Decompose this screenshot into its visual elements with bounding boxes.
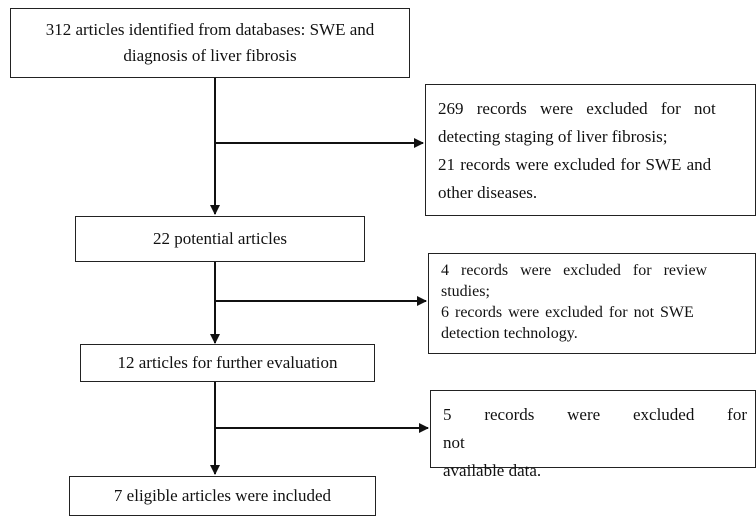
step-line: diagnosis of liver fibrosis (123, 46, 297, 65)
exclusion-line: 4 records were excluded for review (441, 262, 708, 279)
exclusion-line: studies; (441, 283, 490, 300)
exclusion-box-3: 5 records were excluded for not availabl… (430, 390, 756, 480)
exclusion-line: 5 records were excluded for not (443, 405, 747, 452)
step-text: 312 articles identified from databases: … (46, 17, 375, 69)
step-line: 7 eligible articles were included (113, 486, 332, 505)
exclusion-line: other diseases. (438, 183, 538, 202)
exclusion-line: 269 records were excluded for not (438, 99, 716, 118)
step-line: 22 potential articles (152, 229, 288, 248)
exclusion-line: 21 records were excluded for SWE and (438, 155, 712, 174)
exclusion-box-1: 269 records were excluded for not detect… (425, 84, 756, 216)
step-box-further-evaluation: 12 articles for further evaluation (80, 344, 375, 382)
step-box-identified: 312 articles identified from databases: … (10, 8, 410, 78)
exclusion-line: available data. (443, 461, 542, 480)
step-box-included: 7 eligible articles were included (69, 476, 376, 516)
exclusion-line: 6 records were excluded for not SWE (441, 304, 694, 321)
step-box-potential: 22 potential articles (75, 216, 365, 262)
step-line: 312 articles identified from databases: … (45, 20, 375, 39)
exclusion-box-2: 4 records were excluded for review studi… (428, 253, 756, 354)
exclusion-line: detecting staging of liver fibrosis; (438, 127, 668, 146)
step-line: 12 articles for further evaluation (117, 353, 338, 372)
exclusion-line: detection technology. (441, 325, 578, 342)
